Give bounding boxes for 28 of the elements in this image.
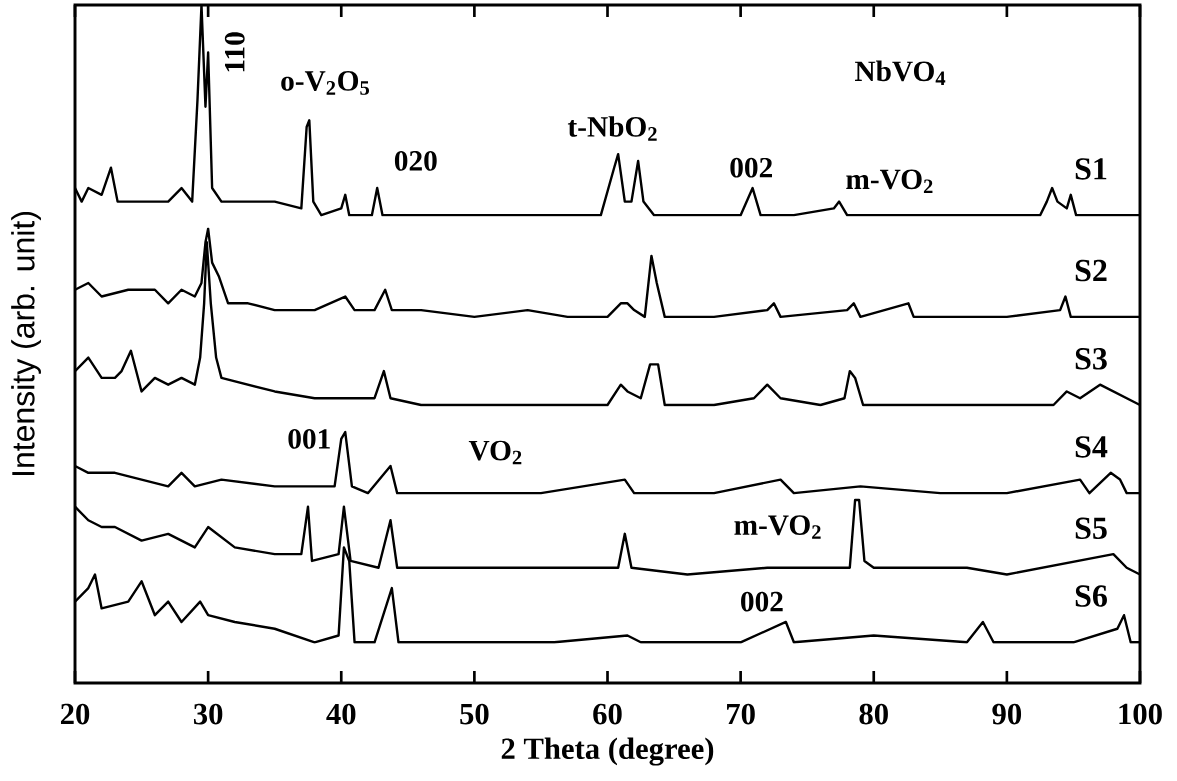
- x-tick-label: 90: [992, 703, 1022, 725]
- series-label: S6: [1075, 585, 1107, 607]
- annotation: 020: [394, 151, 437, 171]
- x-tick-label: 100: [1119, 703, 1162, 725]
- y-axis-title: Intensity (arb. unit): [11, 212, 41, 476]
- annotation: NbVO$_{4}$: [855, 60, 946, 86]
- x-tick-label: 40: [326, 703, 356, 725]
- x-tick-label: 80: [859, 703, 888, 725]
- series-label: S1: [1075, 158, 1107, 180]
- annotation: m-VO$_{2}$: [734, 515, 821, 539]
- series-label: S3: [1075, 348, 1107, 370]
- annotation: t-NbO$_{2}$: [567, 116, 657, 141]
- annotation: 001: [288, 429, 330, 449]
- annotation: 110: [224, 32, 245, 72]
- x-tick-label: 70: [727, 703, 755, 725]
- x-axis-title: 2 Theta (degree): [501, 737, 714, 766]
- annotation: o-V$_{2}$O$_{5}$: [281, 71, 370, 95]
- x-tick-label: 30: [193, 703, 223, 725]
- x-tick-label: 20: [60, 703, 90, 725]
- x-tick-label: 60: [593, 703, 622, 725]
- annotation: 002: [730, 157, 773, 178]
- series-label: S5: [1075, 517, 1107, 540]
- annotation: 002: [741, 591, 783, 612]
- series-label: S2: [1075, 259, 1107, 282]
- series-label: S4: [1075, 436, 1108, 458]
- x-tick-label: 50: [460, 703, 489, 725]
- annotation: VO$_{2}$: [468, 440, 522, 465]
- annotation: m-VO$_{2}$: [846, 169, 933, 194]
